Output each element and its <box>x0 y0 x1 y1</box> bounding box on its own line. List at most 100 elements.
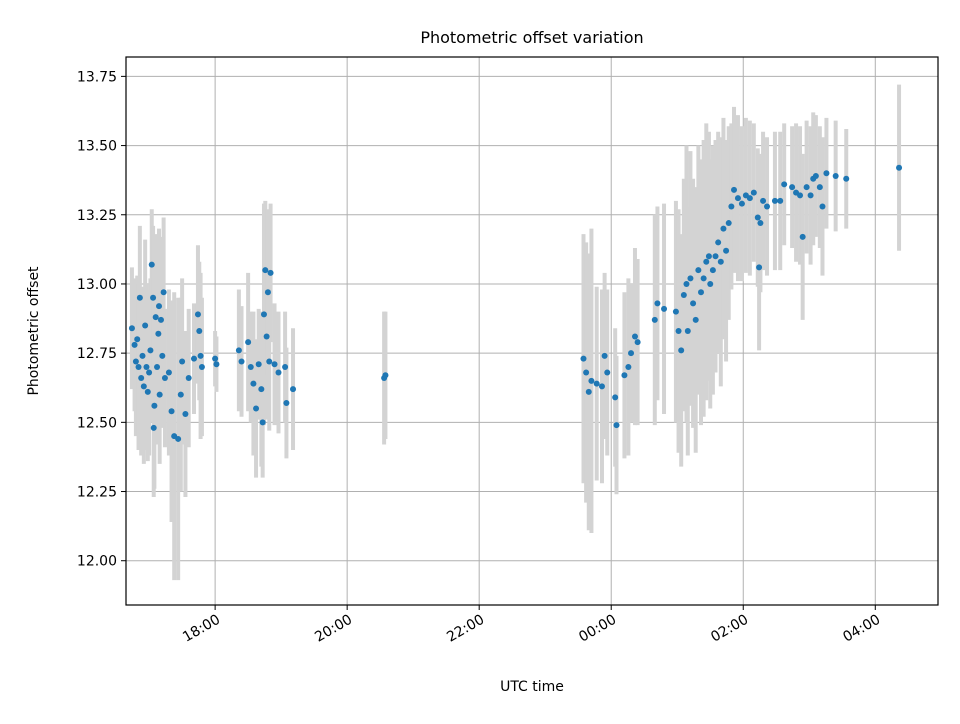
chart-title: Photometric offset variation <box>420 28 643 47</box>
data-point <box>282 363 289 370</box>
data-point <box>703 258 710 265</box>
data-point <box>196 328 203 334</box>
data-point <box>781 181 788 188</box>
data-point <box>631 333 638 340</box>
data-point <box>245 339 252 346</box>
data-point <box>151 402 158 409</box>
y-tick-label: 13.75 <box>77 69 117 85</box>
data-point <box>213 361 220 368</box>
data-point <box>832 173 839 180</box>
data-point <box>728 203 735 210</box>
data-point <box>712 253 719 260</box>
data-point <box>625 363 632 370</box>
data-point <box>235 347 242 354</box>
data-point <box>156 391 163 398</box>
data-point <box>266 358 273 365</box>
y-tick-label: 13.00 <box>77 277 117 293</box>
data-point <box>271 361 278 368</box>
data-point <box>672 308 679 315</box>
data-point <box>661 305 668 312</box>
data-point <box>131 341 138 348</box>
data-point <box>687 275 694 282</box>
data-point <box>843 175 850 182</box>
data-point <box>717 258 724 265</box>
data-point <box>738 200 745 207</box>
data-point <box>140 383 147 390</box>
data-point <box>819 203 826 210</box>
data-point <box>816 184 823 191</box>
data-point <box>275 369 282 376</box>
data-point <box>160 289 167 296</box>
data-point <box>156 303 163 310</box>
data-point <box>723 247 730 254</box>
data-point <box>588 377 595 384</box>
data-point <box>159 352 166 359</box>
data-point <box>760 197 767 204</box>
data-point <box>731 186 738 193</box>
data-point <box>179 358 186 365</box>
data-point <box>382 372 389 379</box>
data-point <box>165 369 172 376</box>
data-point <box>651 316 658 323</box>
data-point <box>707 280 714 287</box>
data-point <box>142 322 149 329</box>
data-point <box>259 419 266 426</box>
data-point <box>771 197 778 204</box>
data-point <box>757 220 764 227</box>
data-point <box>692 316 699 323</box>
data-point <box>593 380 600 387</box>
data-point <box>194 311 201 318</box>
data-point <box>148 261 155 268</box>
data-point <box>585 388 592 395</box>
x-axis-label: UTC time <box>500 679 564 695</box>
y-tick-label: 12.50 <box>77 415 117 431</box>
data-point <box>260 311 267 318</box>
y-axis-label: Photometric offset <box>26 266 42 396</box>
data-point <box>139 352 146 359</box>
data-point <box>750 189 757 196</box>
data-point <box>147 347 154 354</box>
data-point <box>155 330 162 337</box>
data-point <box>683 280 690 287</box>
data-point <box>705 253 712 260</box>
data-point <box>604 369 611 376</box>
data-point <box>264 289 271 296</box>
data-point <box>143 363 150 370</box>
data-point <box>789 184 796 191</box>
data-point <box>621 372 628 379</box>
data-point <box>678 347 685 354</box>
data-point <box>150 294 157 301</box>
data-point <box>734 195 741 202</box>
data-point <box>152 314 159 321</box>
y-tick-label: 13.50 <box>77 139 117 155</box>
data-point <box>267 269 274 276</box>
data-point <box>212 355 219 362</box>
data-point <box>634 339 641 346</box>
data-point <box>601 352 608 359</box>
y-tick-label: 12.00 <box>77 554 117 570</box>
data-point <box>807 192 814 199</box>
data-point <box>654 300 661 307</box>
data-point <box>709 267 716 274</box>
data-point <box>253 405 260 412</box>
data-point <box>238 358 245 365</box>
data-point <box>198 363 205 370</box>
data-point <box>720 225 727 232</box>
data-point <box>197 352 204 359</box>
data-point <box>583 369 590 376</box>
data-point <box>896 164 903 171</box>
data-point <box>161 375 168 382</box>
y-tick-label: 12.25 <box>77 485 117 501</box>
data-point <box>262 267 269 274</box>
data-point <box>175 435 182 442</box>
data-point <box>612 394 619 401</box>
data-point <box>255 361 262 368</box>
data-point <box>799 233 806 240</box>
data-point <box>247 363 254 370</box>
data-point <box>168 408 175 415</box>
data-point <box>725 220 732 227</box>
data-point <box>684 328 691 334</box>
data-point <box>132 358 139 365</box>
data-point <box>138 375 145 382</box>
